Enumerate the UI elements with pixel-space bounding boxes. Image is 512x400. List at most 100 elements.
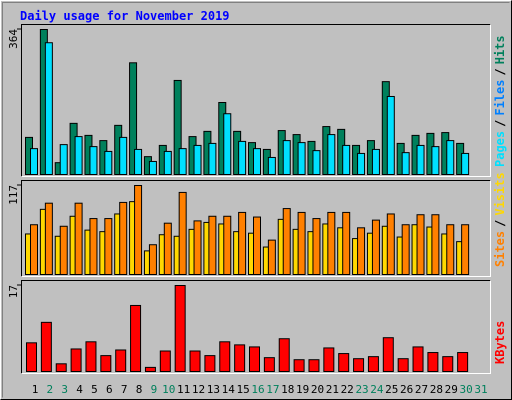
- x-tick-label: 4: [76, 383, 83, 396]
- y-max-label: 364: [7, 29, 20, 49]
- y-max-label: 117: [7, 185, 20, 205]
- bar: [386, 213, 395, 275]
- bar: [74, 136, 83, 175]
- panel-border-light: [21, 24, 491, 177]
- x-tick-label: 3: [61, 383, 68, 396]
- x-tick-label: 16: [251, 383, 264, 396]
- bar: [208, 215, 217, 275]
- x-tick-label: 19: [296, 383, 309, 396]
- x-tick-label: 5: [91, 383, 98, 396]
- bar: [253, 148, 261, 175]
- bar: [134, 185, 143, 275]
- legend-separator: /: [493, 120, 507, 127]
- panel-border-light: [21, 280, 491, 374]
- bar: [267, 239, 276, 276]
- x-tick-label: 18: [281, 383, 294, 396]
- legend-separator: /: [493, 68, 507, 75]
- bar: [338, 353, 350, 372]
- bar: [204, 355, 216, 372]
- x-tick-label: 26: [400, 383, 413, 396]
- bar: [412, 346, 424, 373]
- panel-border-dark: [21, 24, 491, 177]
- bar: [397, 358, 409, 372]
- legend-entry: KBytes: [493, 321, 507, 364]
- bar: [278, 338, 290, 373]
- bar: [119, 201, 128, 275]
- bar: [427, 352, 439, 372]
- bar: [163, 222, 172, 275]
- bar: [327, 211, 336, 276]
- bar: [431, 214, 440, 276]
- bar: [178, 191, 187, 275]
- bar: [267, 156, 276, 175]
- x-tick-label: 8: [136, 383, 143, 396]
- bar: [40, 321, 52, 372]
- bar: [30, 148, 38, 175]
- panel-border-light: [21, 180, 491, 277]
- bar: [30, 224, 38, 276]
- bar: [416, 144, 425, 176]
- bar: [85, 341, 97, 373]
- bar: [223, 215, 232, 275]
- x-tick-label: 23: [355, 383, 368, 396]
- bar: [357, 152, 366, 175]
- x-tick-label: 7: [121, 383, 128, 396]
- bar: [457, 352, 469, 372]
- bar: [238, 140, 247, 176]
- y-max-label: 17: [7, 285, 20, 298]
- x-tick-label: 15: [237, 383, 250, 396]
- bar: [178, 148, 187, 175]
- bar: [386, 95, 395, 175]
- bar: [104, 218, 113, 275]
- bar: [119, 136, 128, 175]
- bar: [297, 142, 306, 176]
- x-tick-label: 31: [474, 383, 487, 396]
- bar: [353, 358, 365, 372]
- legend-separator: /: [493, 220, 507, 227]
- bar: [223, 113, 232, 175]
- bar: [263, 357, 275, 372]
- legend-entry: Visits: [493, 172, 507, 215]
- bar: [174, 285, 186, 372]
- bar: [144, 366, 156, 373]
- bar: [431, 146, 440, 175]
- legend-entry: Hits: [493, 35, 507, 64]
- legend: Pages / Files / Hits: [493, 35, 507, 167]
- bar: [59, 225, 68, 275]
- bar: [189, 350, 201, 373]
- bar: [282, 140, 291, 176]
- bar: [26, 342, 37, 373]
- bar: [193, 144, 202, 176]
- bar: [401, 152, 410, 175]
- bar: [104, 150, 113, 175]
- bar: [219, 341, 231, 373]
- x-tick-label: 22: [341, 383, 354, 396]
- bar: [89, 146, 98, 175]
- x-tick-label: 14: [222, 383, 236, 396]
- legend: KBytes: [493, 321, 507, 364]
- bar: [312, 218, 321, 275]
- bar: [55, 363, 67, 372]
- x-tick-label: 20: [311, 383, 324, 396]
- bar: [446, 224, 455, 276]
- bar: [357, 227, 366, 275]
- bar: [253, 216, 261, 276]
- bar: [70, 348, 82, 373]
- x-tick-label: 1: [32, 383, 39, 396]
- x-tick-label: 21: [326, 383, 339, 396]
- bar: [308, 359, 320, 372]
- x-tick-label: 17: [266, 383, 279, 396]
- bar: [89, 218, 98, 275]
- x-tick-label: 13: [207, 383, 220, 396]
- bar: [342, 144, 351, 176]
- x-tick-label: 25: [385, 383, 398, 396]
- bar: [148, 160, 157, 175]
- chart-title: Daily usage for November 2019: [20, 9, 230, 23]
- x-tick-label: 28: [430, 383, 443, 396]
- bar: [238, 211, 247, 276]
- bar: [173, 79, 182, 175]
- bar: [74, 202, 83, 275]
- bar: [382, 337, 394, 373]
- bar: [446, 140, 455, 176]
